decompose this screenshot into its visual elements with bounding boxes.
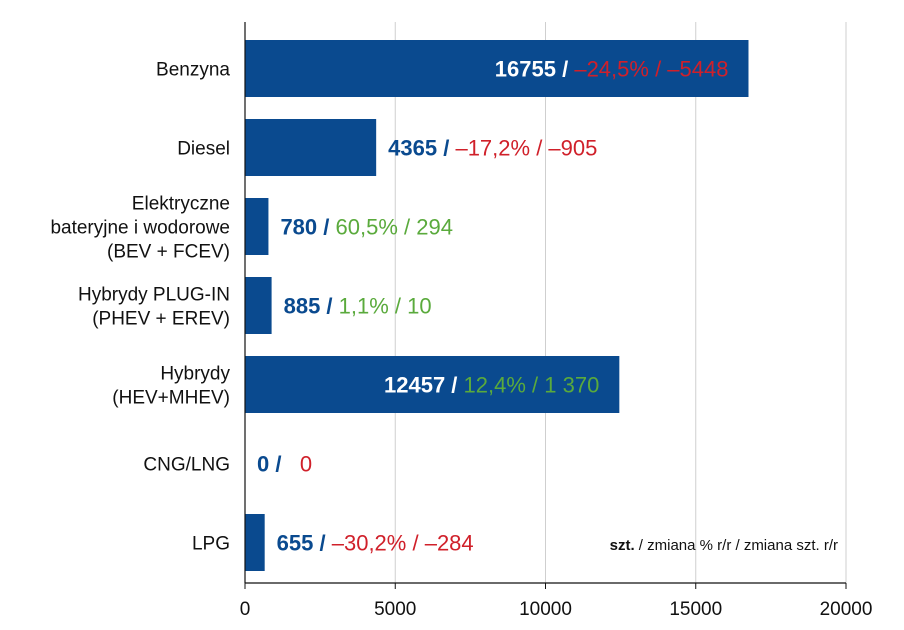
x-tick-label: 20000 xyxy=(820,599,873,620)
x-tick-label: 0 xyxy=(240,599,251,620)
x-tick-label: 15000 xyxy=(669,599,722,620)
bar xyxy=(245,40,749,97)
value-label: 0 / 0 xyxy=(257,452,312,477)
x-tick-labels: 0 5000 10000 15000 20000 xyxy=(240,599,873,620)
category-label: LPG xyxy=(192,534,230,555)
x-tick-label: 5000 xyxy=(374,599,416,620)
bar xyxy=(245,356,620,413)
category-label: Hybrydy PLUG-IN (PHEV + EREV) xyxy=(78,285,230,330)
category-label: Hybrydy (HEV+MHEV) xyxy=(112,364,230,409)
value-label: 4365 / –17,2% / –905 xyxy=(388,136,597,161)
unit-note-rest: / zmiana % r/r / zmiana szt. r/r xyxy=(635,537,838,554)
value-label: 780 / 60,5% / 294 xyxy=(280,215,453,240)
category-label: Elektryczne bateryjne i wodorowe (BEV + FC… xyxy=(50,194,230,263)
bar xyxy=(245,119,377,176)
x-tick-label: 10000 xyxy=(519,599,572,620)
category-label: Diesel xyxy=(177,139,230,160)
value-label: 16755 / –24,5% / –5448 xyxy=(495,57,729,82)
unit-note-bold: szt. xyxy=(610,537,635,554)
value-label: 12457 / 12,4% / 1 370 xyxy=(384,373,599,398)
category-label: Benzyna xyxy=(156,60,230,81)
unit-note: szt. / zmiana % r/r / zmiana szt. r/r xyxy=(610,537,838,554)
category-label: CNG/LNG xyxy=(143,455,230,476)
grid-lines xyxy=(394,22,847,583)
bar xyxy=(245,198,269,255)
category-labels: Benzyna Diesel Elektryczne bateryjne i wodo… xyxy=(50,60,230,555)
value-labels: 16755 / –24,5% / –5448 4365 / –17,2% / –9… xyxy=(257,57,728,556)
bar xyxy=(245,514,265,571)
bar xyxy=(245,277,272,334)
value-label: 885 / 1,1% / 10 xyxy=(284,294,432,319)
value-label: 655 / –30,2% / –284 xyxy=(277,531,474,556)
bars xyxy=(245,40,749,571)
x-axis xyxy=(244,22,847,589)
